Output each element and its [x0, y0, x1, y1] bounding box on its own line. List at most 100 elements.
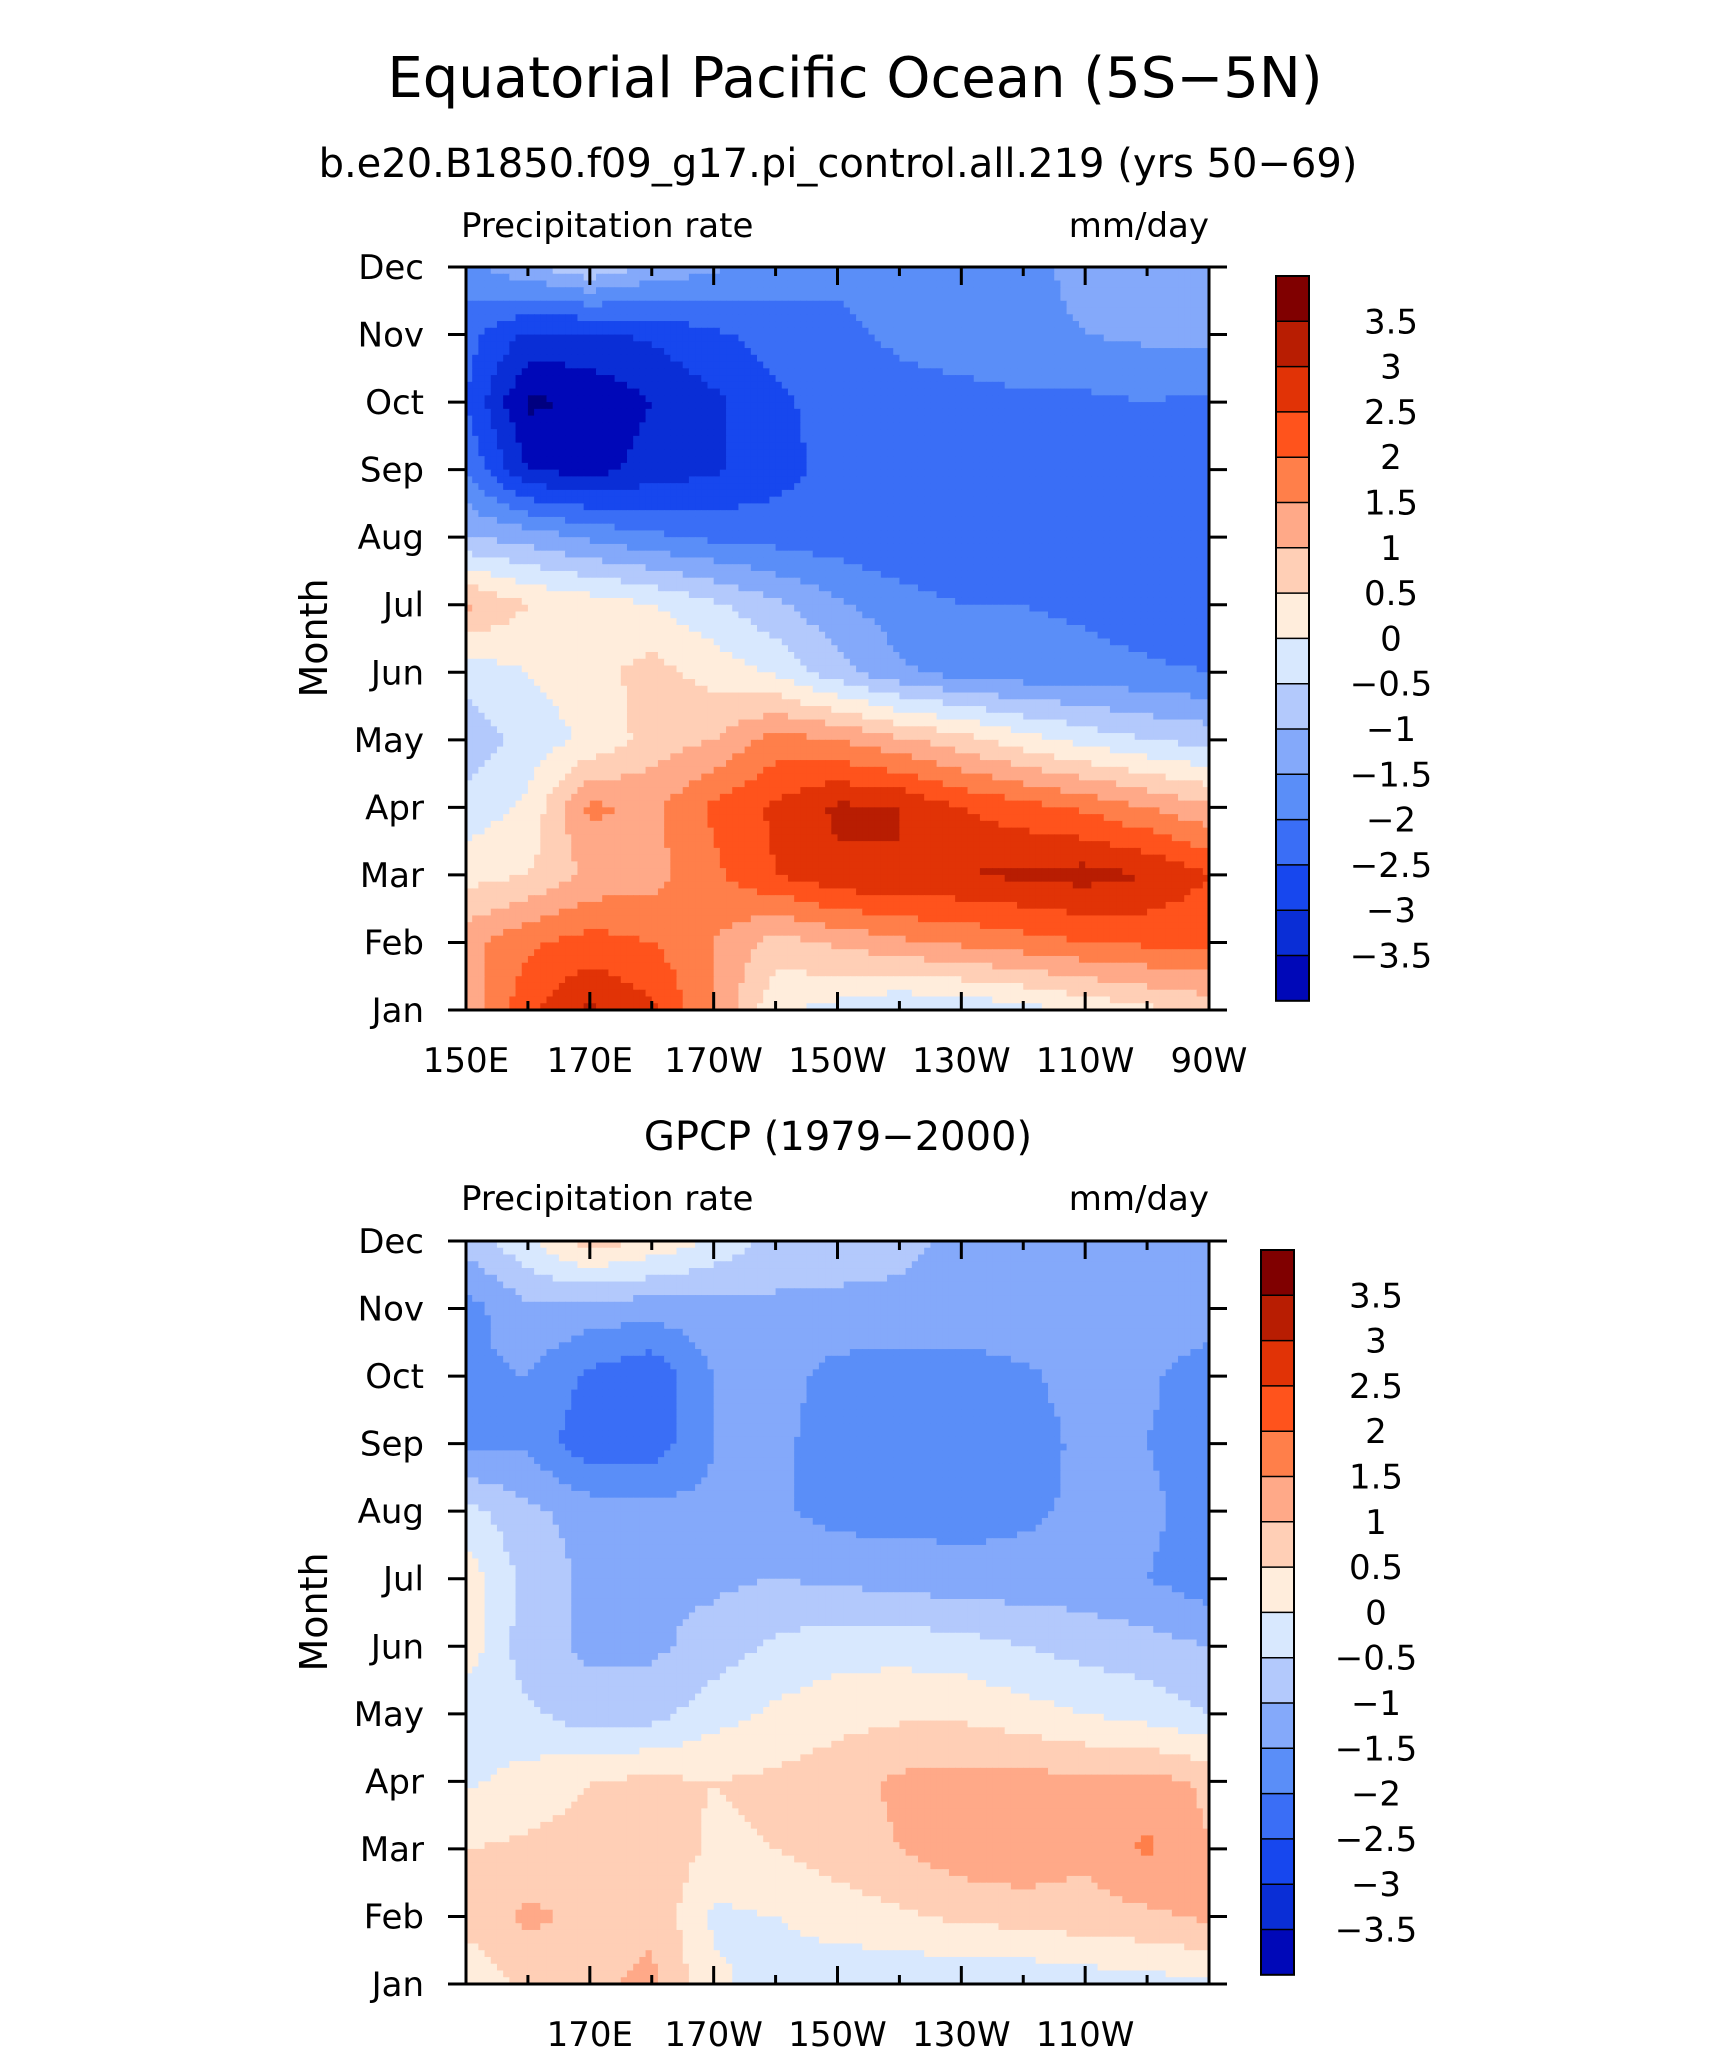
contour-cell: [695, 483, 702, 490]
contour-cell: [1067, 308, 1074, 315]
contour-cell: [472, 517, 479, 524]
contour-cell: [1048, 375, 1055, 382]
contour-cell: [1172, 382, 1179, 389]
contour-cell: [998, 416, 1005, 423]
contour-cell: [1190, 443, 1197, 450]
contour-cell: [553, 409, 560, 416]
contour-cell: [1190, 517, 1197, 524]
contour-cell: [1054, 524, 1061, 531]
contour-cell: [819, 544, 826, 551]
contour-cell: [955, 355, 962, 362]
contour-cell: [1116, 510, 1123, 517]
contour-cell: [608, 436, 615, 443]
contour-cell: [503, 314, 510, 321]
contour-cell: [701, 368, 708, 375]
contour-cell: [1147, 517, 1154, 524]
contour-cell: [701, 429, 708, 436]
contour-cell: [577, 375, 584, 382]
contour-cell: [906, 348, 913, 355]
contour-cell: [937, 429, 944, 436]
contour-cell: [1054, 483, 1061, 490]
contour-cell: [1135, 389, 1142, 396]
contour-cell: [893, 497, 900, 504]
contour-cell: [1116, 382, 1123, 389]
contour-cell: [683, 301, 690, 308]
contour-cell: [1116, 470, 1123, 477]
contour-cell: [1172, 308, 1179, 315]
contour-cell: [831, 355, 838, 362]
contour-cell: [1135, 287, 1142, 294]
contour-cell: [540, 456, 547, 463]
contour-cell: [652, 429, 659, 436]
contour-cell: [1029, 341, 1036, 348]
contour-cell: [807, 402, 814, 409]
contour-cell: [893, 449, 900, 456]
contour-cell: [1042, 389, 1049, 396]
contour-cell: [571, 510, 578, 517]
contour-cell: [819, 362, 826, 369]
contour-cell: [850, 490, 857, 497]
contour-cell: [478, 470, 485, 477]
contour-cell: [491, 429, 498, 436]
contour-cell: [763, 375, 770, 382]
contour-cell: [571, 335, 578, 342]
contour-cell: [608, 422, 615, 429]
contour-cell: [831, 395, 838, 402]
contour-cell: [646, 301, 653, 308]
contour-cell: [794, 463, 801, 470]
contour-cell: [838, 463, 845, 470]
contour-cell: [763, 402, 770, 409]
contour-cell: [906, 382, 913, 389]
contour-cell: [1178, 301, 1185, 308]
contour-cell: [689, 287, 696, 294]
contour-cell: [856, 510, 863, 517]
contour-cell: [831, 497, 838, 504]
contour-cell: [701, 530, 708, 537]
contour-cell: [986, 328, 993, 335]
contour-cell: [1153, 341, 1160, 348]
contour-cell: [1190, 389, 1197, 396]
contour-cell: [707, 362, 714, 369]
contour-cell: [720, 490, 727, 497]
contour-cell: [528, 328, 535, 335]
contour-cell: [992, 416, 999, 423]
contour-cell: [875, 301, 882, 308]
contour-cell: [571, 382, 578, 389]
contour-cell: [1060, 422, 1067, 429]
contour-cell: [844, 274, 851, 281]
contour-cell: [726, 470, 733, 477]
contour-cell: [844, 422, 851, 429]
contour-cell: [850, 287, 857, 294]
contour-cell: [918, 483, 925, 490]
contour-cell: [491, 274, 498, 281]
contour-cell: [1073, 368, 1080, 375]
contour-cell: [738, 470, 745, 477]
contour-cell: [1060, 382, 1067, 389]
contour-cell: [937, 287, 944, 294]
contour-cell: [838, 409, 845, 416]
contour-cell: [757, 395, 764, 402]
contour-cell: [831, 341, 838, 348]
contour-cell: [1079, 287, 1086, 294]
contour-cell: [1147, 281, 1154, 288]
contour-cell: [1060, 402, 1067, 409]
contour-cell: [1011, 287, 1018, 294]
contour-cell: [584, 544, 591, 551]
contour-cell: [788, 510, 795, 517]
contour-cell: [1116, 456, 1123, 463]
contour-cell: [1178, 476, 1185, 483]
contour-cell: [974, 341, 981, 348]
contour-cell: [497, 429, 504, 436]
contour-cell: [714, 524, 721, 531]
contour-cell: [751, 449, 758, 456]
contour-cell: [992, 389, 999, 396]
contour-cell: [1159, 375, 1166, 382]
contour-cell: [633, 544, 640, 551]
contour-cell: [503, 308, 510, 315]
contour-cell: [1159, 422, 1166, 429]
contour-cell: [639, 402, 646, 409]
contour-cell: [1011, 274, 1018, 281]
contour-cell: [819, 382, 826, 389]
contour-cell: [646, 503, 653, 510]
contour-cell: [701, 355, 708, 362]
